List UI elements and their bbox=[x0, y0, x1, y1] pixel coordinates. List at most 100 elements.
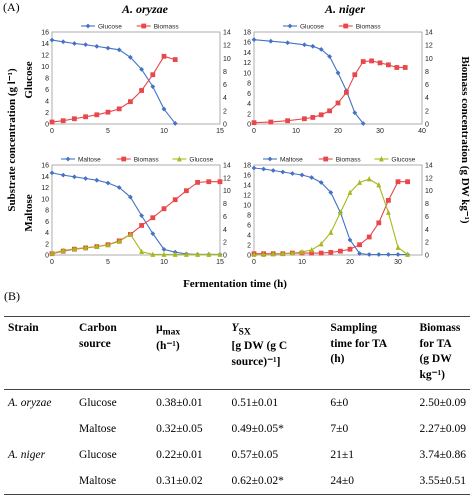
cell-sampling: 7±0 bbox=[330, 423, 349, 436]
data-point bbox=[318, 250, 324, 256]
legend-marker bbox=[121, 156, 127, 162]
data-point bbox=[377, 60, 383, 66]
data-point bbox=[94, 112, 100, 118]
data-point bbox=[310, 115, 316, 120]
y-right-tick-label: 14 bbox=[425, 30, 433, 37]
data-point bbox=[344, 90, 349, 95]
data-point bbox=[327, 108, 332, 114]
data-point bbox=[105, 180, 111, 186]
data-point bbox=[195, 179, 200, 185]
y-left-tick-label: 10 bbox=[41, 196, 49, 203]
data-point bbox=[280, 169, 286, 175]
cell-biomass: 2.50±0.09 bbox=[419, 397, 466, 410]
y-left-tick-label: 12 bbox=[243, 193, 251, 200]
data-point bbox=[94, 243, 100, 249]
data-point bbox=[161, 106, 167, 112]
data-point bbox=[150, 215, 156, 221]
legend-label: Maltose bbox=[78, 156, 101, 163]
data-point bbox=[402, 65, 408, 70]
x-tick-label: 0 bbox=[50, 128, 54, 135]
y-left-tick-label: 2 bbox=[45, 241, 49, 248]
data-point bbox=[184, 251, 189, 257]
chart-niger-glucose: 0 10 20 30 4002468101214161802468101214Gluco… bbox=[243, 23, 433, 135]
data-point bbox=[405, 251, 410, 257]
figure-panel-a: (A) A. oryzae A. niger Substrate concent… bbox=[3, 0, 471, 290]
data-point bbox=[369, 58, 374, 64]
y-left-tick-label: 0 bbox=[45, 253, 49, 260]
legend-marker bbox=[267, 156, 273, 162]
cell-mu: 0.32±0.05 bbox=[156, 423, 203, 436]
legend-label: Glucose bbox=[98, 23, 122, 30]
y-right-tick-label: 12 bbox=[223, 43, 231, 50]
data-point bbox=[72, 116, 77, 122]
data-point bbox=[268, 119, 274, 125]
x-tick-label: 40 bbox=[418, 128, 426, 135]
y-left-tick-label: 2 bbox=[45, 110, 49, 117]
cell-ysx: 0.62±0.02* bbox=[231, 475, 284, 488]
col-title-oryzae: A. oryzae bbox=[121, 2, 169, 16]
cell-biomass: 3.55±0.51 bbox=[419, 475, 466, 488]
y-right-tick-label: 8 bbox=[425, 201, 429, 208]
plot-frame bbox=[253, 31, 423, 125]
y-right-tick-label: 10 bbox=[223, 188, 231, 195]
legend-marker bbox=[177, 156, 182, 162]
data-point bbox=[309, 175, 314, 180]
data-point bbox=[94, 43, 100, 49]
data-point bbox=[302, 116, 307, 122]
data-point bbox=[327, 54, 332, 59]
y-left-tick-label: 16 bbox=[243, 40, 251, 47]
data-point bbox=[302, 42, 307, 48]
results-table: Strain Carbon source μmax (h⁻¹) YSX [g DW (… bbox=[4, 316, 470, 495]
cell-mu: 0.31±0.02 bbox=[156, 475, 203, 488]
header-carbon-source: Carbon source bbox=[79, 322, 117, 350]
y-right-tick-label: 2 bbox=[425, 108, 429, 115]
data-point bbox=[335, 100, 341, 106]
data-point bbox=[116, 106, 122, 112]
data-point bbox=[217, 251, 223, 257]
y-right-tick-label: 12 bbox=[425, 175, 433, 182]
cell-sampling: 6±0 bbox=[330, 397, 349, 410]
data-point bbox=[172, 121, 178, 126]
chart-niger-maltose: 0 10 20 30 0 2 4 6 8 10 12 14 16 18 0 2 4 6 8 10 12 14 Maltose… bbox=[243, 156, 433, 266]
y-right-tick-label: 8 bbox=[425, 69, 429, 76]
data-point bbox=[270, 251, 276, 257]
data-point bbox=[139, 248, 144, 255]
legend-marker bbox=[141, 23, 147, 29]
data-point bbox=[376, 220, 382, 226]
y-left-tick-label: 4 bbox=[45, 99, 49, 106]
data-point bbox=[116, 47, 122, 53]
data-point bbox=[60, 247, 66, 253]
data-point bbox=[251, 165, 257, 171]
data-point bbox=[49, 250, 55, 256]
data-point bbox=[386, 62, 391, 68]
data-point bbox=[338, 248, 343, 254]
cell-biomass: 2.27±0.09 bbox=[419, 423, 466, 436]
table-row: Maltose 0.31±0.02 0.62±0.02* 24±0 3.55±0… bbox=[4, 468, 470, 495]
y-left-tick-label: 8 bbox=[45, 208, 49, 215]
data-point bbox=[309, 247, 314, 253]
data-point bbox=[206, 251, 212, 257]
data-point bbox=[366, 252, 372, 257]
data-point bbox=[335, 70, 341, 76]
data-point bbox=[366, 234, 372, 240]
y-right-tick-label: 8 bbox=[223, 201, 227, 208]
data-point bbox=[261, 166, 266, 172]
data-point bbox=[376, 252, 382, 257]
data-point bbox=[261, 251, 266, 257]
legend-label: Biomass bbox=[154, 23, 180, 30]
y-right-tick-label: 8 bbox=[223, 69, 227, 76]
data-point bbox=[386, 209, 391, 215]
y-left-tick-label: 18 bbox=[243, 163, 251, 170]
y-left-tick-label: 14 bbox=[41, 41, 49, 48]
data-point bbox=[395, 252, 401, 257]
y-right-tick-label: 4 bbox=[223, 227, 227, 234]
data-point bbox=[405, 179, 410, 185]
y-right-tick-label: 6 bbox=[425, 214, 429, 221]
cell-strain bbox=[4, 468, 75, 495]
cell-carbon: Maltose bbox=[79, 475, 117, 488]
data-point bbox=[128, 99, 133, 105]
data-point bbox=[217, 179, 223, 185]
y-right-axis-label: Biomass concentration (g DW kg⁻¹) bbox=[459, 56, 471, 224]
legend: Glucose Biomass bbox=[81, 23, 179, 30]
y-right-tick-label: 10 bbox=[425, 188, 433, 195]
